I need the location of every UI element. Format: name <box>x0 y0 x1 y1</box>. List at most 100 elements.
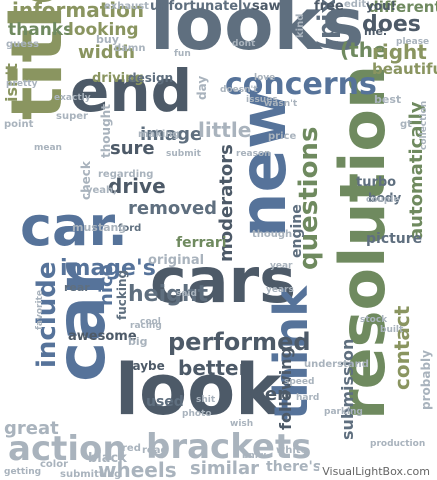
word-hard: hard <box>296 393 320 403</box>
word-action: action <box>8 429 127 469</box>
word-wasn-t: wasn't <box>264 99 298 109</box>
word-exhaust: exhaust <box>104 1 149 12</box>
word-image: image <box>140 124 203 145</box>
word-rear: rear <box>64 281 90 294</box>
word-couple: couple <box>366 195 400 205</box>
word-information: information <box>12 0 145 22</box>
word-width: width <box>78 42 136 63</box>
word-used: used <box>146 394 184 410</box>
word-please: please <box>396 37 430 47</box>
word-shit: shit <box>196 395 216 405</box>
word-favorite: favorite <box>35 290 45 330</box>
word-brackets: brackets <box>146 427 312 467</box>
word-year: year <box>270 261 293 271</box>
word-seen: seen <box>242 384 290 405</box>
word-making: making <box>138 129 180 140</box>
word-great: great <box>4 418 59 439</box>
word-racing: racing <box>130 321 162 331</box>
word-original: original <box>148 253 205 268</box>
word-maybe: maybe <box>120 359 165 373</box>
word-different: different <box>368 0 437 16</box>
word-price: price <box>268 131 297 142</box>
word-car: car. <box>20 195 128 258</box>
word-collection: collection <box>419 100 429 150</box>
word-similar: similar <box>190 458 260 479</box>
word-regarding: regarding <box>98 169 154 180</box>
word-fucking: fucking <box>115 269 129 320</box>
word-the: (the <box>340 38 387 62</box>
word-though: though <box>252 229 293 240</box>
word-turbo: turbo <box>356 175 397 190</box>
word-edit: edit: <box>344 0 371 10</box>
word-white: white <box>276 445 308 456</box>
word-probably: probably <box>419 350 433 410</box>
word-red: red <box>122 443 141 454</box>
word-ferrari: ferrari <box>176 235 227 251</box>
word-does: does <box>362 12 421 37</box>
word-performed: performed <box>168 328 311 356</box>
word-wish: wish <box>230 419 254 429</box>
word-built: built <box>380 325 404 335</box>
word-thanks: thanks <box>8 20 74 40</box>
word-image-s: image's <box>60 256 156 281</box>
word-getting: getting <box>4 467 42 477</box>
word-road: road <box>142 445 168 456</box>
word-drive: drive <box>108 174 166 198</box>
word-love: love <box>254 73 276 83</box>
word-body: body <box>368 191 402 205</box>
word-understand: understand <box>304 359 369 370</box>
word-height: height <box>128 282 209 307</box>
word-photo: photo <box>182 409 212 419</box>
word-production: production <box>370 439 426 449</box>
word-kind: kind <box>295 13 306 38</box>
word-awesome: awesome <box>68 329 137 344</box>
word-there-s: there's <box>266 459 322 475</box>
word-doesn-t: doesn't <box>220 85 258 95</box>
word-little: little <box>198 118 252 142</box>
word-buy: buy <box>96 33 119 46</box>
word-best: best <box>374 93 402 106</box>
watermark: VisualLightBox.com <box>319 465 433 478</box>
word-unfortunately: unfortunately, <box>150 0 255 14</box>
word-dont: dont <box>232 39 256 49</box>
word-mean: mean <box>34 143 62 153</box>
word-beautiful: beautiful <box>372 60 437 78</box>
word-submitting: submitting <box>60 469 122 480</box>
word-submission: submission <box>338 338 357 440</box>
word-end: end <box>70 57 193 125</box>
word-reason: reason <box>236 149 271 159</box>
word-look: look <box>115 349 282 431</box>
word-years: years <box>266 285 294 295</box>
word-better: better <box>178 356 249 380</box>
word-issues: issues <box>246 95 278 105</box>
word-pretty: pretty <box>6 79 38 89</box>
word-wheels: wheels <box>98 458 177 480</box>
word-design: design <box>128 71 174 85</box>
word-check: check <box>79 161 93 200</box>
word-contact: contact <box>390 305 414 390</box>
word-ford: ford <box>118 223 142 234</box>
word-saw: saw <box>252 0 281 14</box>
word-following: following <box>276 346 295 430</box>
word-right: right <box>372 40 427 64</box>
word-free: free <box>314 0 344 14</box>
word-concerns: concerns <box>225 67 377 102</box>
word-thought: thought <box>99 104 113 158</box>
word-mustang: mustang <box>72 221 127 234</box>
word-exactly: exactly <box>54 93 91 103</box>
word-parking: parking <box>324 407 363 417</box>
word-color: color <box>40 459 69 470</box>
word-driving: driving <box>92 71 144 86</box>
word-speed: speed <box>284 377 315 387</box>
word-damn: damn <box>114 43 146 54</box>
word-point: point <box>4 119 34 130</box>
word-gt: gt <box>400 119 412 130</box>
word-yeah: yeah, <box>86 185 117 196</box>
word-sure: sure <box>110 138 155 159</box>
word-super: super <box>56 111 88 122</box>
word-black: black <box>88 451 127 466</box>
word-you: you! <box>366 0 397 13</box>
word-said: said <box>176 289 197 299</box>
word-picture: picture <box>366 231 423 247</box>
